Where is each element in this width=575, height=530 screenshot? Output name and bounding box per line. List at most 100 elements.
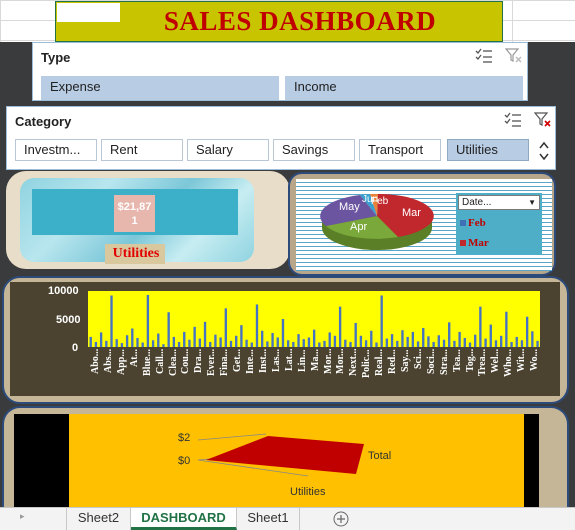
pie-slice-feb[interactable] xyxy=(370,193,378,216)
bar[interactable] xyxy=(385,338,389,347)
bar[interactable] xyxy=(505,311,508,347)
bar[interactable] xyxy=(115,339,118,347)
type-slicer[interactable]: Type Expense Income xyxy=(32,42,528,101)
bar[interactable] xyxy=(510,341,513,347)
bar[interactable] xyxy=(183,331,186,347)
bar[interactable] xyxy=(214,334,217,347)
chevron-down-icon[interactable] xyxy=(538,152,550,162)
bar[interactable] xyxy=(453,340,456,347)
bar[interactable] xyxy=(484,338,487,347)
bar[interactable] xyxy=(255,304,259,347)
bar[interactable] xyxy=(370,330,373,347)
slicer-item-transport[interactable]: Transport xyxy=(359,139,441,161)
bar[interactable] xyxy=(437,335,440,347)
category-slicer[interactable]: Category Investm... Rent Salary Savings … xyxy=(6,106,556,170)
bar[interactable] xyxy=(406,336,409,347)
bar[interactable] xyxy=(157,333,160,347)
bar[interactable] xyxy=(120,343,124,347)
slicer-item-investments[interactable]: Investm... xyxy=(15,139,97,161)
bar[interactable] xyxy=(531,331,534,347)
bar[interactable] xyxy=(297,334,300,347)
slicer-item-salary[interactable]: Salary xyxy=(187,139,269,161)
bar[interactable] xyxy=(328,332,331,347)
bar[interactable] xyxy=(125,335,129,347)
bar[interactable] xyxy=(110,295,113,347)
bar[interactable] xyxy=(422,327,425,347)
bar[interactable] xyxy=(292,341,295,347)
bar[interactable] xyxy=(302,339,305,347)
bar[interactable] xyxy=(515,336,518,347)
tab-scroll-left-icon[interactable]: ▸ xyxy=(20,511,25,521)
bar[interactable] xyxy=(177,341,181,347)
bar[interactable] xyxy=(219,337,222,347)
bar[interactable] xyxy=(525,316,529,347)
date-filter-dropdown[interactable]: Date... ▼ xyxy=(458,195,540,210)
bar[interactable] xyxy=(89,336,92,347)
bar[interactable] xyxy=(312,329,316,347)
bar[interactable] xyxy=(245,339,248,347)
bar[interactable] xyxy=(307,337,311,347)
bar[interactable] xyxy=(344,339,347,347)
bar[interactable] xyxy=(442,339,446,347)
bar[interactable] xyxy=(250,342,253,347)
bar[interactable] xyxy=(448,322,451,347)
bar[interactable] xyxy=(458,331,461,347)
bar[interactable] xyxy=(99,332,103,347)
bar[interactable] xyxy=(229,340,233,347)
bar[interactable] xyxy=(333,335,337,347)
clear-filter-icon[interactable] xyxy=(534,112,552,128)
bar[interactable] xyxy=(489,324,492,347)
bar[interactable] xyxy=(276,337,279,347)
bar[interactable] xyxy=(468,342,472,347)
bar[interactable] xyxy=(271,333,274,347)
bar[interactable] xyxy=(131,328,134,347)
bar[interactable] xyxy=(266,341,269,347)
3d-area-chart[interactable] xyxy=(196,430,368,480)
slicer-item-income[interactable]: Income xyxy=(285,76,523,100)
legend-item-mar[interactable]: Mar xyxy=(460,237,489,249)
bar[interactable] xyxy=(198,338,201,347)
slicer-item-savings[interactable]: Savings xyxy=(273,139,355,161)
slicer-item-rent[interactable]: Rent xyxy=(101,139,183,161)
bar[interactable] xyxy=(463,338,466,347)
bar[interactable] xyxy=(209,341,212,347)
bar[interactable] xyxy=(494,340,498,347)
bar[interactable] xyxy=(432,341,435,347)
bar[interactable] xyxy=(479,306,482,347)
bar[interactable] xyxy=(390,334,394,347)
bar[interactable] xyxy=(349,341,352,347)
add-sheet-icon[interactable] xyxy=(333,511,349,527)
bar[interactable] xyxy=(224,308,227,347)
bar[interactable] xyxy=(281,319,285,347)
bar[interactable] xyxy=(141,342,144,347)
bar[interactable] xyxy=(359,335,363,347)
tab-dashboard[interactable]: DASHBOARD xyxy=(131,508,237,530)
bar-chart[interactable] xyxy=(88,291,540,347)
bar[interactable] xyxy=(203,321,207,347)
bar[interactable] xyxy=(354,322,357,347)
bar[interactable] xyxy=(162,344,165,347)
multiselect-icon[interactable] xyxy=(475,48,493,64)
bar[interactable] xyxy=(188,339,191,347)
bar[interactable] xyxy=(323,340,326,347)
bar[interactable] xyxy=(151,340,155,347)
bar[interactable] xyxy=(240,325,243,347)
multiselect-icon[interactable] xyxy=(504,112,522,128)
bar[interactable] xyxy=(261,330,264,347)
bar[interactable] xyxy=(474,334,477,347)
legend-item-feb[interactable]: Feb xyxy=(460,217,486,229)
slicer-item-expense[interactable]: Expense xyxy=(41,76,279,100)
pie-slice-jun[interactable] xyxy=(360,194,377,216)
bar[interactable] xyxy=(401,330,404,347)
bar[interactable] xyxy=(364,340,368,347)
bar[interactable] xyxy=(380,295,383,347)
bar[interactable] xyxy=(286,340,290,347)
bar[interactable] xyxy=(193,326,196,347)
bar[interactable] xyxy=(520,340,524,347)
bar[interactable] xyxy=(235,335,238,347)
tab-sheet1[interactable]: Sheet1 xyxy=(237,508,300,530)
pie-slice-apr[interactable] xyxy=(326,216,398,239)
bar[interactable] xyxy=(172,336,176,347)
tab-sheet2[interactable]: Sheet2 xyxy=(66,508,131,530)
pie-slice-may[interactable] xyxy=(320,195,377,226)
